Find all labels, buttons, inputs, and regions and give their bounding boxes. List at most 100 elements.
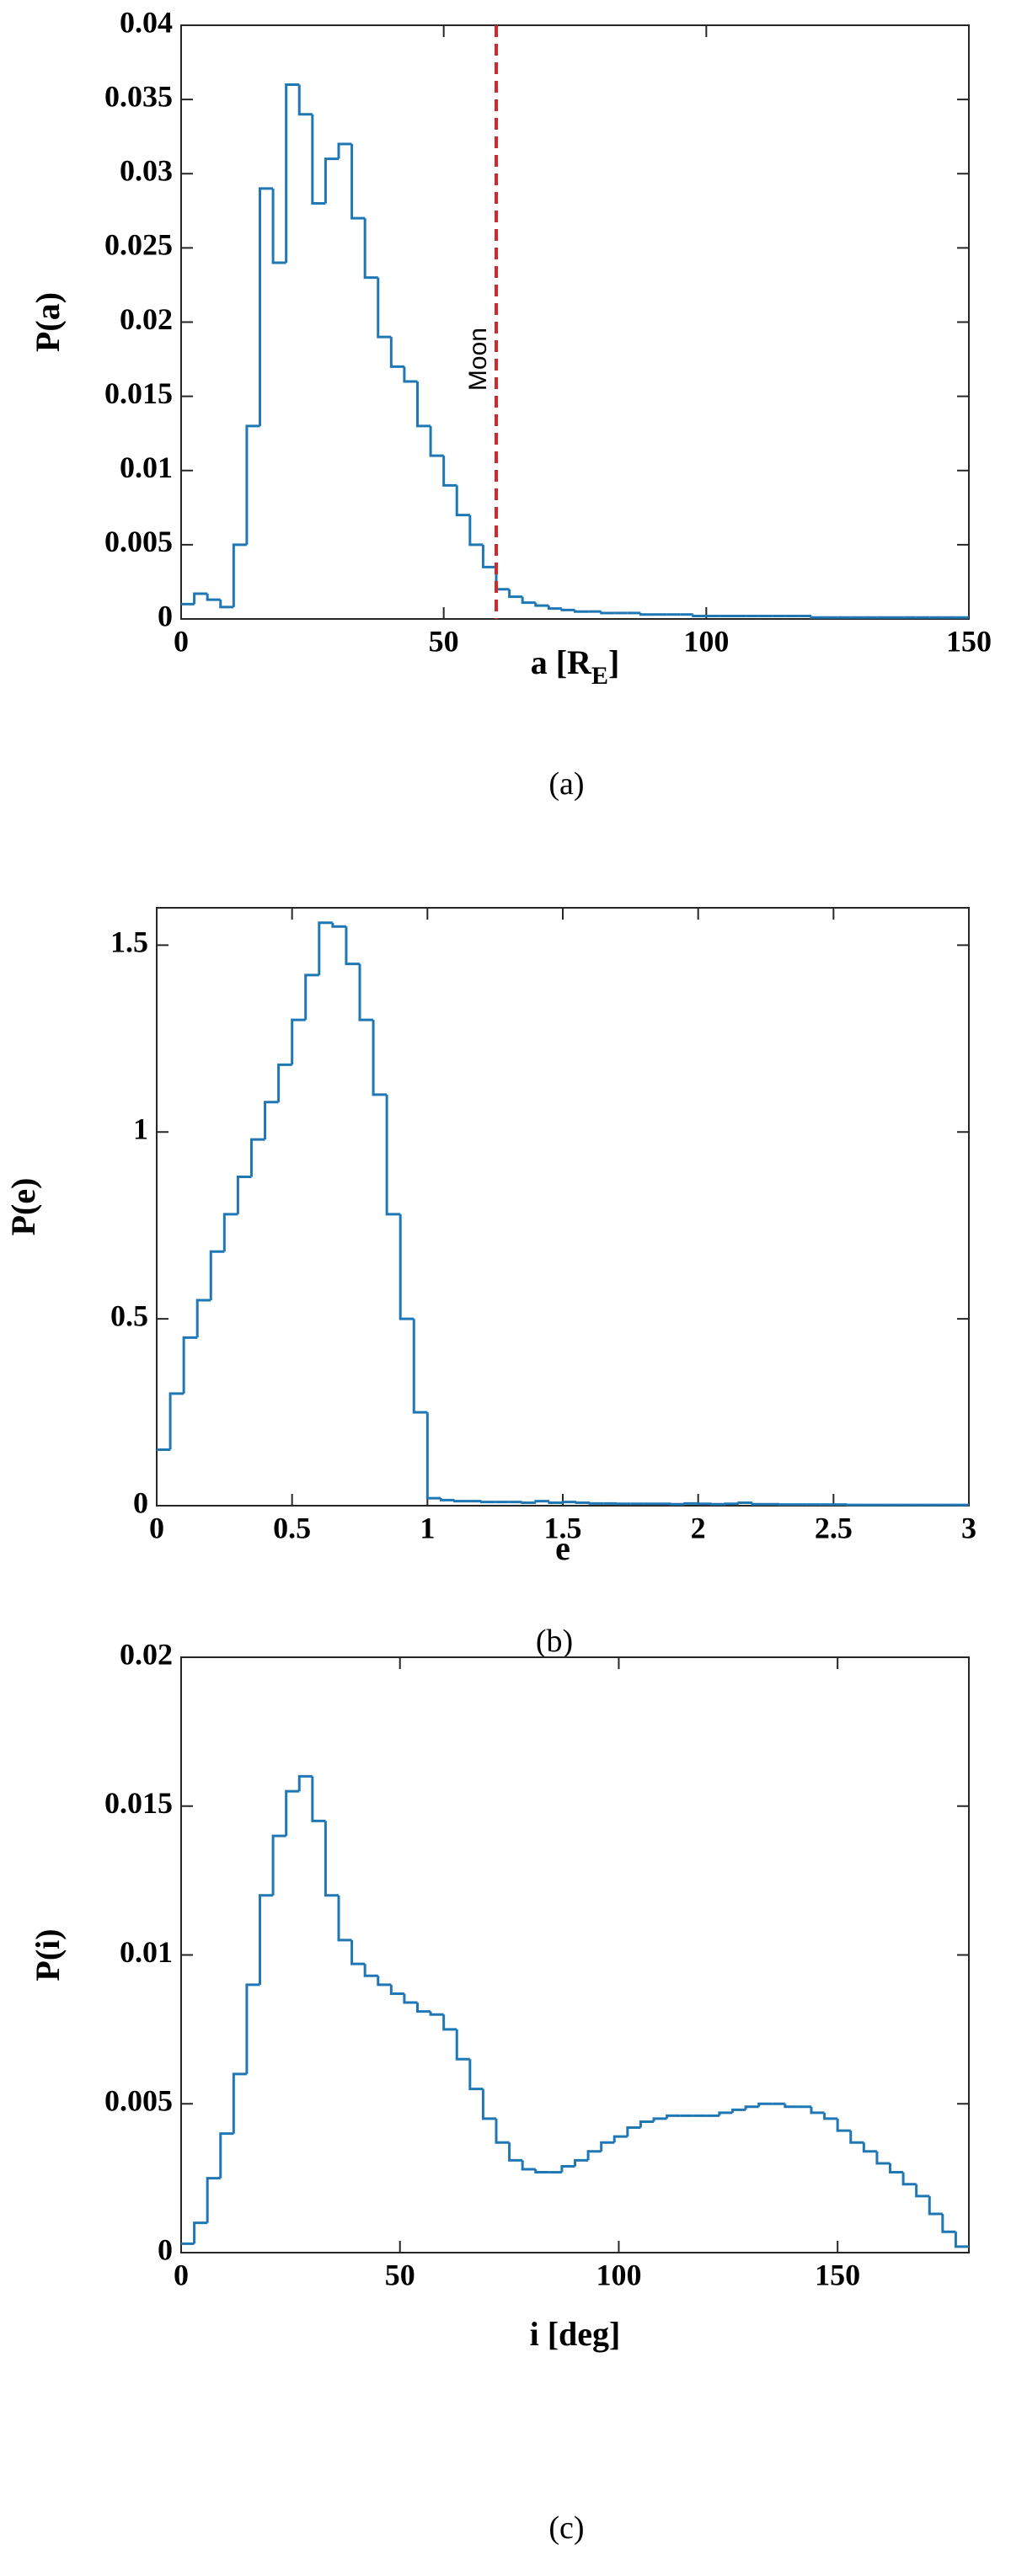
histogram-step (862, 2142, 877, 2153)
histogram-step (277, 1063, 292, 1102)
histogram-step (429, 2011, 444, 2016)
panel-caption: (b) (536, 1624, 573, 1659)
histogram-step (389, 1984, 404, 1995)
y-tick-label: 0.005 (104, 525, 173, 558)
x-tick-label: 0 (174, 624, 189, 658)
histogram-step (219, 600, 234, 609)
histogram-step (915, 2184, 930, 2198)
panel-caption: (a) (548, 766, 584, 802)
histogram-step (182, 1336, 198, 1394)
histogram-step (236, 1176, 252, 1214)
histogram-step (941, 2214, 956, 2233)
x-tick-label: 1 (420, 1511, 435, 1544)
x-axis-label-part: E (591, 662, 608, 690)
histogram-step (363, 1964, 378, 1977)
histogram-step (358, 963, 374, 1021)
histogram-step (612, 2135, 628, 2143)
histogram-step (548, 1501, 563, 1504)
histogram-step (534, 602, 549, 607)
x-tick-label: 50 (385, 2258, 415, 2291)
histogram-step (403, 366, 418, 383)
y-tick-label: 0 (133, 1485, 148, 1519)
histogram-step (372, 1020, 388, 1096)
histogram-step (271, 188, 286, 264)
histogram-step (259, 1894, 274, 1985)
x-tick-label: 0 (174, 2258, 189, 2291)
histogram-step (626, 2126, 641, 2137)
x-tick-label: 1.5 (544, 1511, 582, 1544)
x-tick-label: 50 (429, 624, 459, 658)
y-tick-label: 0.02 (120, 1637, 173, 1671)
histogram-step (363, 218, 378, 280)
y-tick-label: 0.5 (110, 1299, 148, 1332)
y-tick-label: 0.04 (120, 5, 173, 39)
histogram-step (232, 2072, 247, 2134)
x-tick-label: 2 (691, 1511, 706, 1544)
histogram-step (600, 611, 615, 615)
histogram-step (652, 2117, 667, 2122)
x-tick-label: 0 (149, 1511, 164, 1544)
histogram-step (574, 2158, 589, 2167)
histogram-step (823, 2112, 838, 2120)
histogram-step (271, 1834, 286, 1896)
histogram-step (193, 2221, 208, 2244)
x-tick-label: 150 (815, 2258, 860, 2291)
histogram-step (345, 926, 360, 966)
histogram-step (377, 277, 392, 339)
histogram-step (311, 114, 326, 205)
histogram-step (297, 1774, 313, 1792)
x-tick-label: 100 (596, 2258, 641, 2291)
histogram-step (521, 2160, 536, 2171)
x-axis-label: a [RE] (531, 643, 620, 690)
histogram-step (331, 922, 346, 928)
histogram-step (416, 2003, 431, 2013)
y-axis-label: P(i) (29, 1928, 67, 1981)
histogram-step (206, 594, 221, 601)
histogram-step (429, 425, 444, 457)
histogram-step (193, 592, 208, 605)
histogram-step (560, 608, 575, 611)
histogram-step (168, 1392, 185, 1450)
x-axis-label-part: a [R (531, 643, 592, 681)
histogram-step (560, 2164, 575, 2173)
histogram-step (534, 2169, 549, 2174)
y-tick-label: 0.01 (120, 1935, 173, 1969)
histogram-step (222, 1213, 238, 1252)
histogram-step (889, 2163, 904, 2174)
histogram-step (495, 2118, 510, 2144)
histogram-step (737, 1501, 752, 1504)
y-tick-label: 0.005 (104, 2084, 173, 2118)
histogram-step (425, 1412, 441, 1500)
histogram-step (442, 2014, 457, 2031)
histogram-step (810, 2106, 825, 2115)
histogram-step (232, 543, 247, 607)
histogram-step (245, 424, 260, 545)
histogram-step (810, 616, 825, 619)
y-tick-label: 0.02 (120, 302, 173, 336)
histogram-step (751, 1502, 766, 1506)
histogram-step (481, 2088, 496, 2120)
histogram-step (639, 2120, 654, 2128)
histogram-step (575, 1501, 591, 1504)
histogram-step (412, 1319, 428, 1414)
histogram-step (521, 1501, 536, 1504)
y-tick-label: 1 (133, 1112, 148, 1146)
panel-caption: (c) (548, 2510, 584, 2546)
histogram-step (350, 1939, 366, 1965)
x-axis-label-part: ] (608, 643, 619, 681)
x-tick-label: 3 (961, 1511, 976, 1544)
histogram-step (452, 1500, 468, 1503)
histogram-step (389, 337, 404, 368)
histogram-step (574, 610, 589, 613)
histogram-step (403, 1993, 418, 2004)
histogram-step (784, 2104, 799, 2109)
histogram-step (285, 83, 300, 263)
x-axis-label-part: e (555, 1529, 570, 1567)
histogram-step (468, 2059, 484, 2091)
histogram-step (337, 1895, 352, 1942)
histogram-step (442, 456, 457, 487)
histogram-step (534, 1500, 549, 1503)
histogram-step (206, 2177, 221, 2223)
histogram-step (744, 2105, 759, 2110)
histogram-step (954, 2232, 969, 2248)
